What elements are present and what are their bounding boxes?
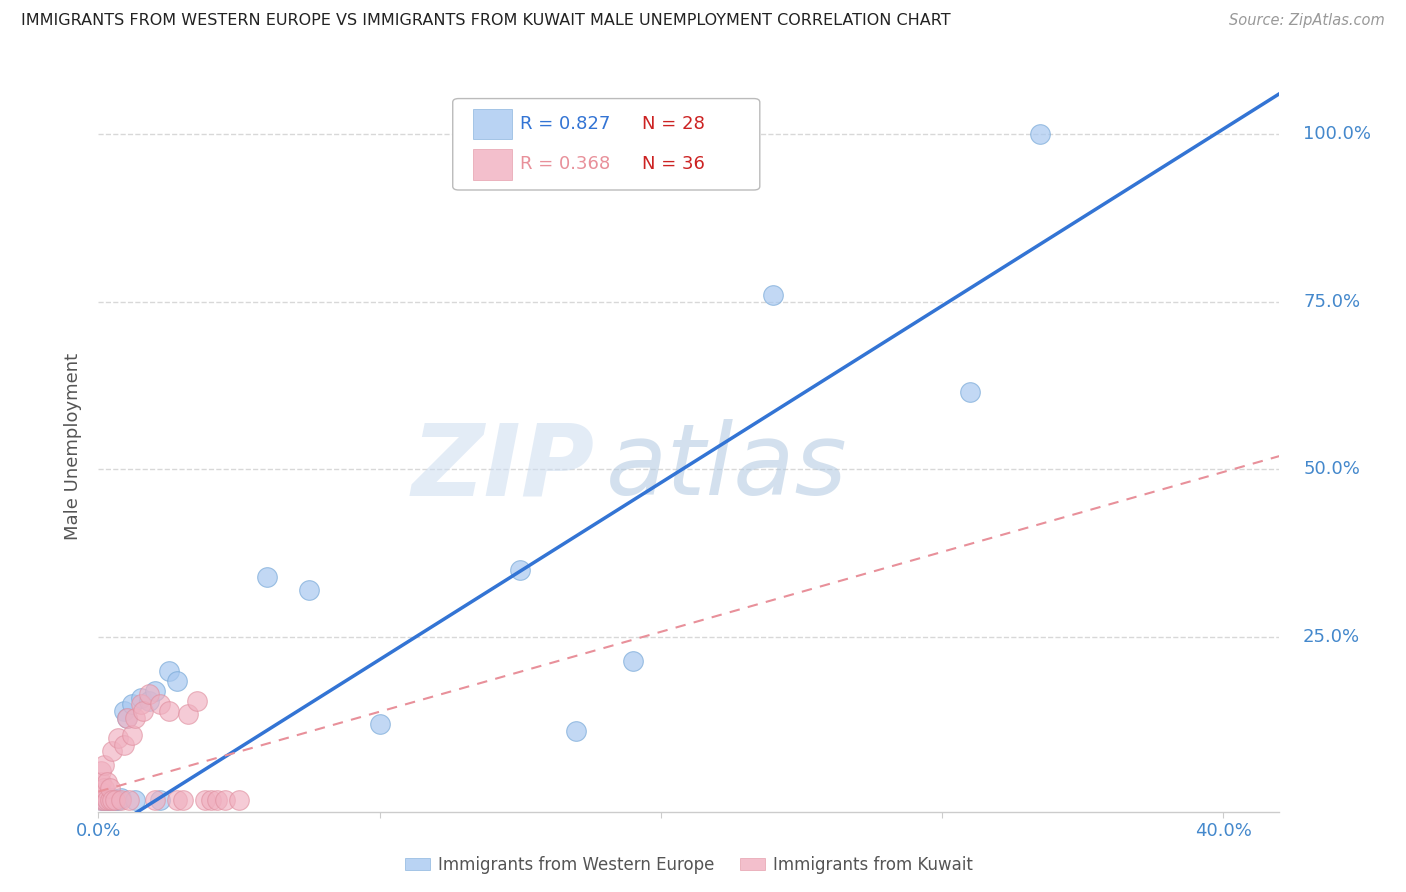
FancyBboxPatch shape xyxy=(472,109,512,139)
Text: 100.0%: 100.0% xyxy=(1303,125,1371,143)
Point xyxy=(112,704,135,718)
Point xyxy=(107,792,129,806)
Point xyxy=(129,690,152,705)
Point xyxy=(149,792,172,806)
Point xyxy=(186,694,208,708)
Point xyxy=(194,792,217,806)
Point xyxy=(107,731,129,745)
Legend: Immigrants from Western Europe, Immigrants from Kuwait: Immigrants from Western Europe, Immigran… xyxy=(398,849,980,880)
Point xyxy=(98,792,121,806)
Point xyxy=(621,654,644,668)
FancyBboxPatch shape xyxy=(453,99,759,190)
Point xyxy=(90,774,112,789)
Text: IMMIGRANTS FROM WESTERN EUROPE VS IMMIGRANTS FROM KUWAIT MALE UNEMPLOYMENT CORRE: IMMIGRANTS FROM WESTERN EUROPE VS IMMIGR… xyxy=(21,13,950,29)
Point xyxy=(96,791,118,805)
Point xyxy=(101,791,124,805)
Point xyxy=(138,687,160,701)
Y-axis label: Male Unemployment: Male Unemployment xyxy=(65,352,83,540)
Point xyxy=(93,757,115,772)
Point xyxy=(101,792,124,806)
Point xyxy=(118,792,141,806)
Text: Source: ZipAtlas.com: Source: ZipAtlas.com xyxy=(1229,13,1385,29)
Point xyxy=(115,711,138,725)
Point xyxy=(157,664,180,678)
Point xyxy=(256,570,278,584)
Point xyxy=(93,792,115,806)
Point xyxy=(96,774,118,789)
Point xyxy=(200,792,222,806)
Text: 25.0%: 25.0% xyxy=(1303,628,1360,646)
Point xyxy=(205,792,228,806)
FancyBboxPatch shape xyxy=(472,149,512,179)
Point xyxy=(93,781,115,796)
Point xyxy=(368,717,391,731)
Point xyxy=(509,563,531,577)
Point xyxy=(90,764,112,779)
Text: ZIP: ZIP xyxy=(412,419,595,516)
Point xyxy=(104,792,127,806)
Point xyxy=(959,385,981,400)
Point xyxy=(1029,127,1052,141)
Point xyxy=(149,698,172,712)
Point xyxy=(166,673,188,688)
Point xyxy=(101,744,124,758)
Point xyxy=(172,792,194,806)
Point xyxy=(177,707,200,722)
Point xyxy=(121,698,143,712)
Point xyxy=(143,792,166,806)
Point xyxy=(214,792,236,806)
Point xyxy=(138,694,160,708)
Point xyxy=(298,583,321,598)
Text: atlas: atlas xyxy=(606,419,848,516)
Text: R = 0.368: R = 0.368 xyxy=(520,155,610,173)
Point xyxy=(110,791,132,805)
Text: 50.0%: 50.0% xyxy=(1303,460,1360,478)
Point xyxy=(90,792,112,806)
Text: 75.0%: 75.0% xyxy=(1303,293,1360,310)
Point xyxy=(124,711,146,725)
Point xyxy=(762,288,785,302)
Point xyxy=(96,792,118,806)
Point xyxy=(96,792,118,806)
Text: N = 28: N = 28 xyxy=(641,115,704,133)
Point xyxy=(124,792,146,806)
Point xyxy=(112,738,135,752)
Point xyxy=(121,727,143,741)
Point xyxy=(104,792,127,806)
Point xyxy=(90,784,112,798)
Text: N = 36: N = 36 xyxy=(641,155,704,173)
Point xyxy=(157,704,180,718)
Point xyxy=(228,792,250,806)
Point xyxy=(132,704,155,718)
Point xyxy=(115,711,138,725)
Point xyxy=(98,792,121,806)
Point xyxy=(110,792,132,806)
Point xyxy=(90,792,112,806)
Point xyxy=(98,781,121,796)
Point xyxy=(93,792,115,806)
Text: R = 0.827: R = 0.827 xyxy=(520,115,610,133)
Point xyxy=(565,724,588,739)
Point xyxy=(129,698,152,712)
Point xyxy=(166,792,188,806)
Point xyxy=(143,684,166,698)
